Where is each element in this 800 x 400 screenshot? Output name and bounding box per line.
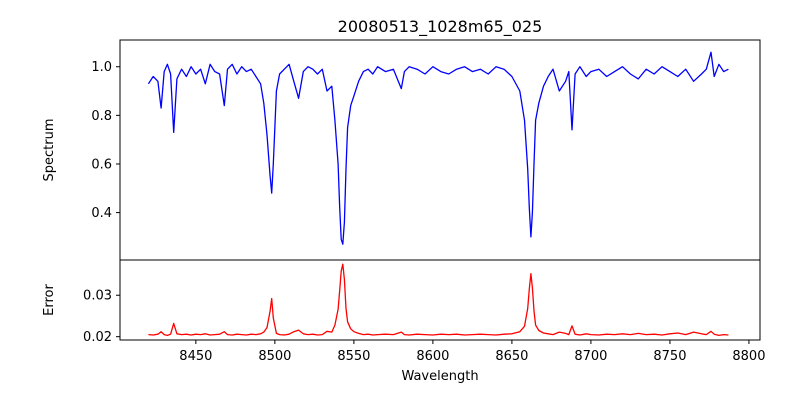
error-x-tick-label: 8750 bbox=[653, 349, 686, 364]
spectrum-series-line bbox=[147, 51, 729, 245]
error-y-ticks: 0.02 0.03 bbox=[83, 289, 120, 345]
spectrum-y-tick-label: 0.4 bbox=[91, 206, 112, 221]
spectrum-panel: 0.4 0.6 0.8 1.0 Spectrum bbox=[42, 39, 761, 261]
error-y-tick-label: 0.02 bbox=[83, 330, 112, 345]
error-x-tick-label: 8550 bbox=[337, 349, 370, 364]
spectrum-y-ticks: 0.4 0.6 0.8 1.0 bbox=[91, 60, 120, 221]
error-x-tick-label: 8700 bbox=[574, 349, 607, 364]
spectrum-series bbox=[147, 51, 729, 245]
error-x-tick-label: 8500 bbox=[258, 349, 291, 364]
spectrum-y-tick-label: 0.8 bbox=[91, 109, 112, 124]
spectrum-y-tick-label: 0.6 bbox=[91, 157, 112, 172]
error-x-axis-label: Wavelength bbox=[401, 369, 478, 384]
chart-title: 20080513_1028m65_025 bbox=[338, 17, 543, 37]
error-y-axis-label: Error bbox=[42, 284, 57, 316]
error-axes-frame bbox=[119, 259, 761, 341]
spectrum-y-axis-label: Spectrum bbox=[42, 119, 57, 182]
error-x-tick-label: 8600 bbox=[416, 349, 449, 364]
error-x-tick-label: 8450 bbox=[179, 349, 212, 364]
error-panel: 0.02 0.03 8450 8500 8550 8600 8650 8700 8750 880… bbox=[42, 259, 765, 384]
error-x-ticks: 8450 8500 8550 8600 8650 8700 8750 8800 bbox=[179, 340, 765, 364]
error-y-tick-label: 0.03 bbox=[83, 289, 112, 304]
spectrum-y-tick-label: 1.0 bbox=[91, 60, 112, 75]
error-x-tick-label: 8650 bbox=[495, 349, 528, 364]
error-series bbox=[148, 263, 729, 337]
error-series-line bbox=[148, 263, 729, 337]
error-x-tick-label: 8800 bbox=[732, 349, 765, 364]
